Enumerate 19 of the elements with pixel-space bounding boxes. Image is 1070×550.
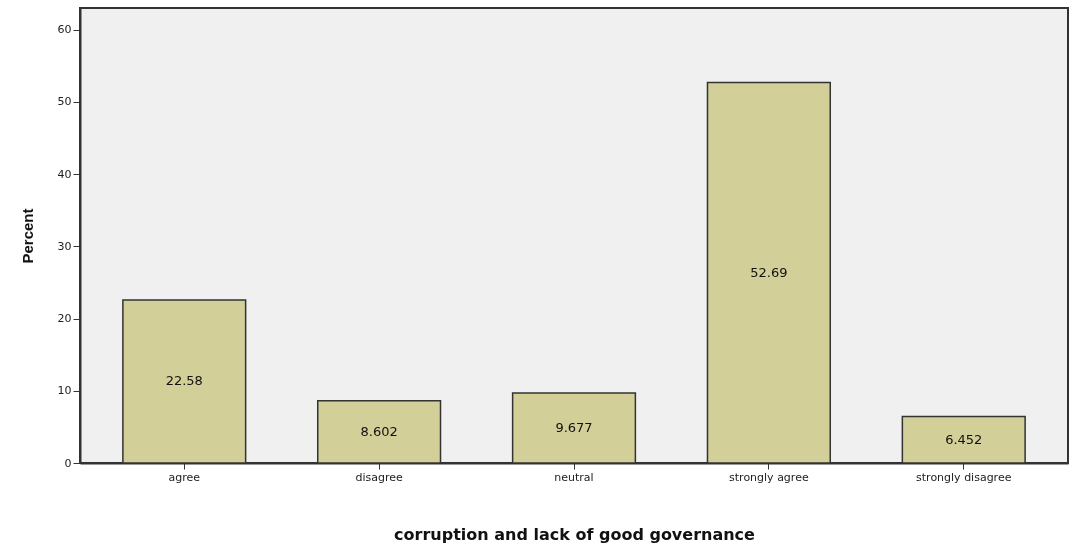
x-axis-title: corruption and lack of good governance xyxy=(394,524,756,544)
x-tick-label: strongly disagree xyxy=(916,470,1012,484)
y-tick-label: 60 xyxy=(57,23,72,37)
y-tick-label: 10 xyxy=(57,384,72,398)
y-tick-label: 50 xyxy=(57,95,72,109)
data-label: 9.677 xyxy=(555,420,593,436)
x-tick-label: disagree xyxy=(355,470,404,484)
data-label: 8.602 xyxy=(360,423,398,439)
y-tick-label: 0 xyxy=(64,456,72,470)
y-tick-label: 40 xyxy=(57,167,72,181)
x-tick-label: agree xyxy=(168,470,201,484)
data-label: 52.69 xyxy=(750,264,788,280)
y-axis-title: Percent xyxy=(18,208,36,264)
y-tick-label: 20 xyxy=(57,312,72,326)
y-tick-label: 30 xyxy=(57,239,72,253)
data-label: 22.58 xyxy=(165,373,203,389)
x-tick-label: strongly agree xyxy=(729,470,809,484)
x-tick-label: neutral xyxy=(554,470,594,484)
data-label: 6.452 xyxy=(945,431,983,447)
